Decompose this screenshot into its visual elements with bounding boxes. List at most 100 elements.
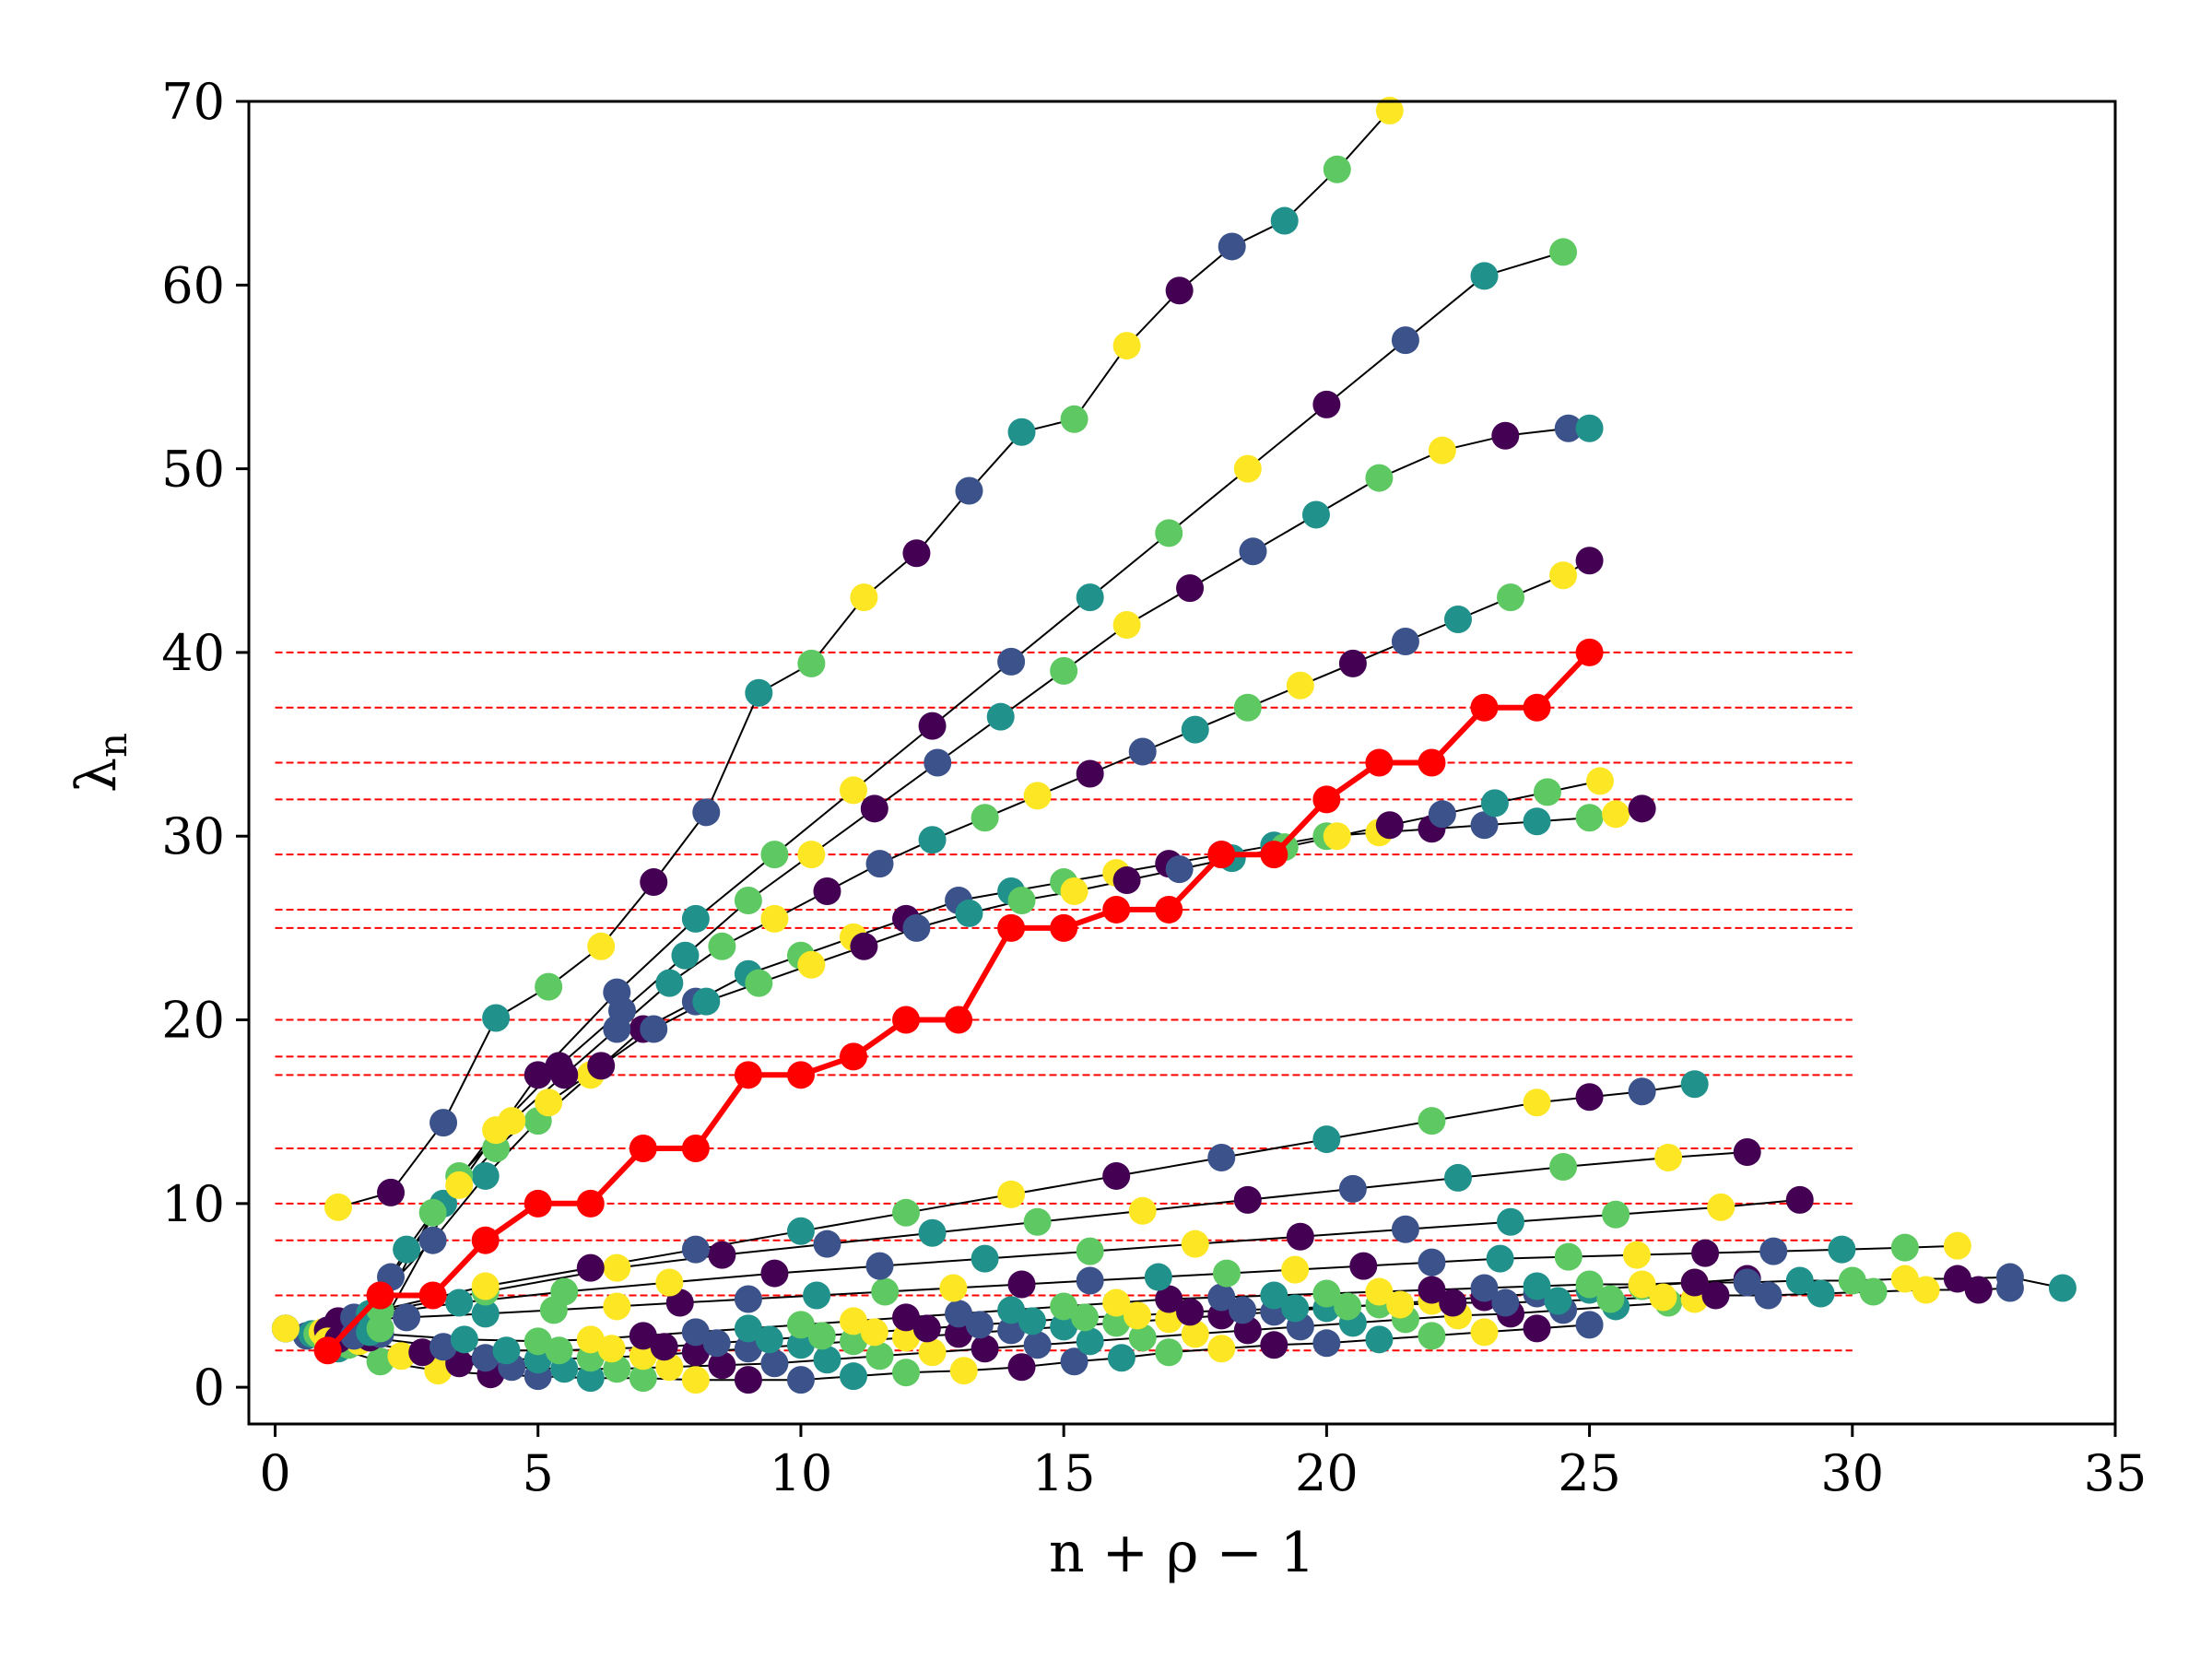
data-point	[1754, 1281, 1783, 1310]
data-point	[1323, 822, 1351, 851]
data-point	[708, 1351, 736, 1380]
data-point	[945, 1300, 973, 1328]
highlight-point	[1575, 638, 1604, 666]
data-point	[839, 1307, 867, 1335]
data-point	[1596, 1285, 1625, 1313]
data-point	[1585, 767, 1614, 795]
highlight-point	[1365, 748, 1394, 777]
data-point	[1338, 649, 1367, 677]
data-point	[1890, 1233, 1919, 1262]
series-line	[369, 427, 1590, 1333]
highlight-point	[1312, 785, 1341, 814]
data-point	[482, 1116, 511, 1145]
y-tick-label: 20	[161, 992, 225, 1050]
data-point	[1443, 606, 1472, 634]
data-point	[1260, 1331, 1288, 1359]
data-point	[760, 904, 789, 933]
data-point	[366, 1314, 394, 1343]
data-point	[1575, 1270, 1604, 1299]
data-point	[1286, 1222, 1314, 1251]
data-point	[450, 1325, 478, 1354]
data-point	[2048, 1274, 2077, 1302]
data-point	[1544, 1287, 1572, 1315]
y-axis-label-main: λ	[65, 758, 129, 793]
data-point	[1680, 1268, 1709, 1297]
data-point	[971, 1335, 999, 1363]
data-point	[971, 804, 999, 832]
data-point	[734, 1285, 762, 1313]
data-point	[1050, 656, 1078, 685]
data-point	[1628, 1077, 1656, 1106]
highlight-series-group	[313, 638, 1604, 1365]
data-point	[1470, 811, 1499, 840]
data-point	[1890, 1265, 1919, 1293]
data-point	[1023, 1207, 1052, 1236]
highlight-point	[892, 1006, 921, 1034]
x-tick-label: 35	[2084, 1444, 2147, 1502]
data-point	[1497, 1207, 1525, 1236]
highlight-line	[325, 650, 1592, 1353]
data-point	[1207, 1335, 1236, 1363]
data-point	[377, 1178, 406, 1206]
data-point	[871, 1277, 900, 1306]
highlight-point	[1102, 895, 1131, 924]
data-point	[524, 1327, 552, 1356]
series-line	[337, 110, 1391, 1208]
axis-ticks: 0 5 10 15 20 25 30 35 0 10 20 30 40 50 60 70	[161, 73, 2147, 1502]
data-point	[813, 877, 841, 906]
data-point	[1785, 1266, 1814, 1295]
data-point	[1785, 1185, 1814, 1214]
data-point	[1260, 1281, 1288, 1310]
data-point	[1076, 1266, 1104, 1295]
data-point	[1418, 1107, 1446, 1135]
data-point	[1365, 464, 1394, 492]
data-point	[760, 1259, 789, 1288]
data-point	[1523, 807, 1551, 836]
data-point	[865, 1342, 894, 1371]
data-point	[971, 1244, 999, 1273]
data-point	[807, 1322, 836, 1350]
data-point	[997, 647, 1026, 676]
highlight-point	[1155, 895, 1183, 924]
data-point	[918, 826, 947, 854]
highlight-point	[1418, 748, 1446, 777]
data-point	[1375, 96, 1404, 124]
data-point	[1575, 547, 1604, 575]
data-point	[865, 850, 894, 878]
data-point	[839, 1327, 867, 1356]
data-point	[629, 1364, 657, 1393]
data-point	[550, 1277, 579, 1306]
highlight-point	[313, 1336, 342, 1365]
data-point	[1176, 1298, 1205, 1326]
data-point	[860, 1318, 888, 1347]
data-point	[1418, 1322, 1446, 1350]
data-point	[1995, 1263, 2024, 1291]
data-point	[1233, 693, 1262, 722]
highlight-point	[1523, 693, 1551, 722]
data-point	[734, 1335, 762, 1363]
data-point	[892, 1359, 921, 1387]
data-point	[1470, 262, 1499, 290]
data-point	[734, 1366, 762, 1394]
highlight-point	[997, 913, 1026, 942]
data-point	[366, 1347, 394, 1376]
data-point	[1470, 1274, 1499, 1302]
data-point	[545, 1336, 573, 1365]
x-tick-label: 30	[1820, 1444, 1884, 1502]
data-point	[1428, 436, 1456, 465]
data-point	[1391, 1215, 1419, 1243]
data-point	[1076, 1327, 1104, 1356]
data-point	[1386, 1290, 1415, 1319]
data-point	[939, 1274, 968, 1302]
data-point	[803, 1281, 831, 1310]
data-point	[429, 1109, 458, 1137]
data-point	[1680, 1070, 1709, 1099]
data-point	[1575, 414, 1604, 442]
data-point	[1102, 1288, 1131, 1317]
data-point	[587, 1052, 616, 1080]
data-point	[850, 583, 878, 612]
y-tick-label: 70	[161, 73, 225, 131]
data-point	[1575, 1083, 1604, 1112]
data-point	[786, 1331, 815, 1359]
highlight-point	[1470, 693, 1499, 722]
